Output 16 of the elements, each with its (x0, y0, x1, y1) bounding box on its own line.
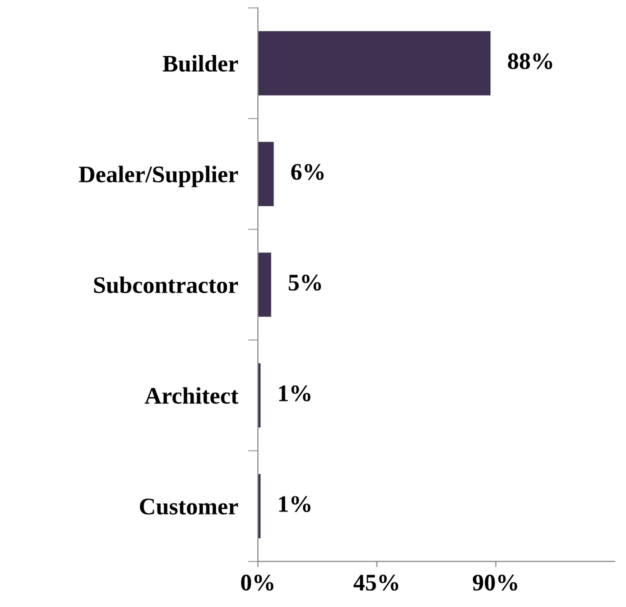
bar (258, 252, 272, 317)
data-label: 1% (279, 496, 310, 512)
y-tick-label: Architect (144, 387, 238, 404)
data-label: 88% (508, 53, 552, 70)
y-tick-label: Builder (162, 55, 238, 72)
y-tick-label: Subcontractor (94, 276, 238, 294)
data-label: 6% (291, 164, 324, 180)
x-tick-label: 0% (241, 574, 274, 591)
x-tick-label: 45% (354, 574, 398, 591)
y-tick-label: Dealer/Supplier (78, 166, 238, 188)
bar (258, 142, 274, 206)
y-tick-label: Customer (140, 498, 238, 515)
data-label: 1% (279, 385, 310, 402)
data-label: 5% (288, 274, 321, 291)
bar (258, 31, 491, 96)
x-tick-label: 90% (472, 574, 518, 591)
